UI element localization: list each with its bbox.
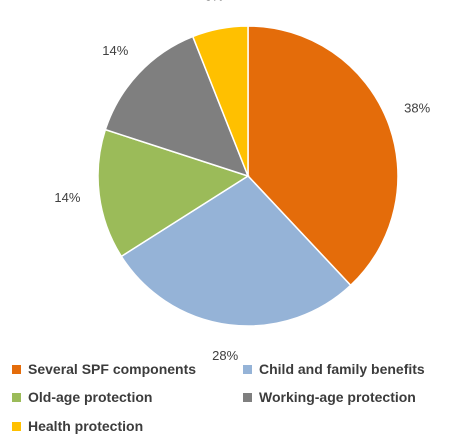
pie-slice-working-age-protection xyxy=(104,35,250,178)
data-label-old-age-protection: 14% xyxy=(54,190,80,205)
pie-slice-several-spf-components xyxy=(247,25,399,287)
pie-data-labels: 38% 28% 14% 14% 6% xyxy=(54,0,430,363)
data-label-several-spf-components: 38% xyxy=(404,100,430,115)
pie-slices xyxy=(97,25,399,327)
data-label-working-age-protection: 14% xyxy=(102,43,128,58)
pie-slice-child-and-family-benefits xyxy=(120,175,352,327)
data-label-child-and-family-benefits: 28% xyxy=(212,348,238,363)
pie-slice-health-protection xyxy=(191,25,249,177)
pie-slice-old-age-protection xyxy=(97,128,250,258)
data-label-health-protection: 6% xyxy=(205,0,224,4)
